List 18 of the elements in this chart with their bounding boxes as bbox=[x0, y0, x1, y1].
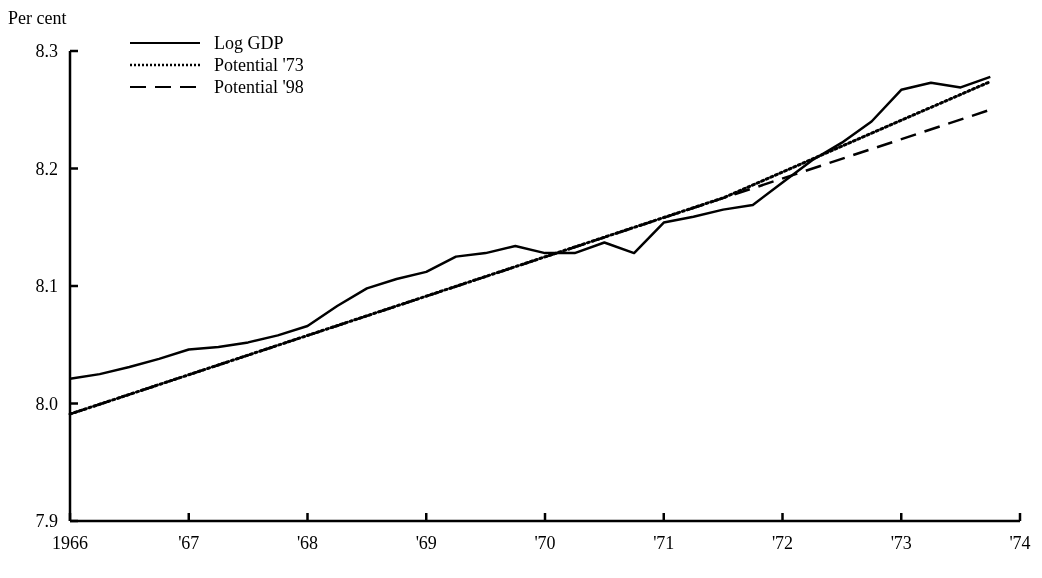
legend-label: Potential '98 bbox=[214, 77, 304, 98]
y-tick-label: 8.0 bbox=[35, 393, 58, 414]
x-tick-label: 1966 bbox=[52, 533, 88, 553]
x-tick-label: '74 bbox=[1009, 533, 1031, 553]
x-tick-label: '68 bbox=[296, 533, 319, 553]
legend-label: Log GDP bbox=[214, 33, 284, 54]
x-tick-label: '73 bbox=[890, 533, 912, 553]
x-tick-label: '72 bbox=[771, 533, 794, 553]
legend-label: Potential '73 bbox=[214, 55, 304, 76]
y-tick-label: 8.3 bbox=[35, 41, 58, 62]
x-tick-label: '70 bbox=[534, 533, 556, 553]
x-tick-label: '71 bbox=[653, 533, 675, 553]
y-axis-title: Per cent bbox=[8, 8, 67, 28]
y-tick-label: 8.2 bbox=[35, 158, 58, 179]
x-tick-label: '67 bbox=[178, 533, 200, 553]
y-tick-label: 7.9 bbox=[35, 511, 58, 532]
x-tick-label: '69 bbox=[415, 533, 437, 553]
y-tick-label: 8.1 bbox=[35, 276, 58, 297]
